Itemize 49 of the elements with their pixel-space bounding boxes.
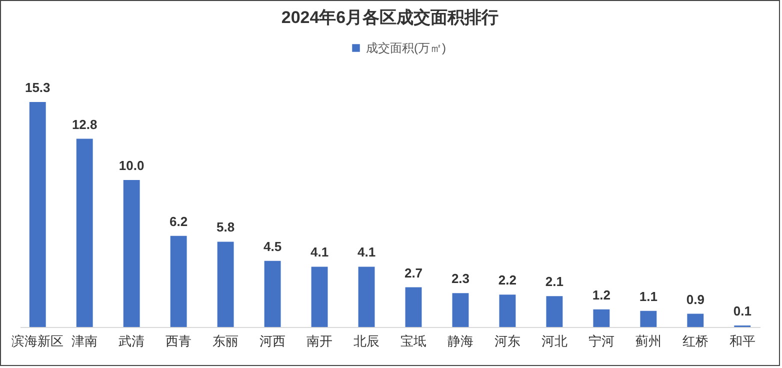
- data-label: 1.2: [592, 287, 610, 302]
- bar: [76, 138, 93, 327]
- data-label: 15.3: [24, 80, 50, 95]
- x-tick-label: 津南: [72, 334, 98, 348]
- bar: [405, 287, 422, 327]
- bar: [123, 180, 140, 327]
- bar: [217, 242, 234, 327]
- x-tick-label: 南开: [306, 334, 333, 348]
- x-tick-label: 北辰: [354, 334, 380, 348]
- data-label: 6.2: [170, 214, 188, 229]
- bar: [593, 309, 610, 327]
- legend-label: 成交面积(万㎡): [366, 41, 446, 55]
- data-label: 4.5: [264, 238, 282, 254]
- data-label: 2.3: [451, 271, 470, 286]
- x-tick-label: 静海: [447, 334, 474, 348]
- x-tick-label: 宁河: [588, 334, 614, 348]
- x-tick-label: 和平: [729, 334, 756, 348]
- data-label: 2.2: [498, 272, 516, 288]
- x-tick-label: 河东: [494, 334, 520, 348]
- bar: [29, 102, 46, 327]
- data-label: 12.8: [72, 116, 98, 132]
- x-tick-label: 红桥: [682, 334, 708, 348]
- data-label: 5.8: [216, 220, 235, 235]
- x-tick-label: 西青: [166, 334, 192, 348]
- bar: [499, 294, 516, 327]
- data-label: 2.1: [545, 274, 564, 290]
- x-tick-label: 河西: [260, 334, 286, 348]
- bar: [640, 310, 657, 327]
- data-label: 10.0: [118, 158, 144, 173]
- bar: [358, 266, 375, 327]
- x-tick-label: 蓟州: [635, 334, 662, 348]
- data-label: 4.1: [357, 244, 376, 260]
- bar: [170, 236, 187, 327]
- x-tick-label: 滨海新区: [12, 334, 64, 348]
- chart-title: 2024年6月各区成交面积排行: [281, 8, 499, 27]
- x-tick-label: 武清: [118, 334, 145, 348]
- bar: [546, 296, 563, 327]
- bar: [687, 314, 704, 327]
- data-label: 4.1: [310, 244, 329, 260]
- x-tick-label: 宝坻: [400, 334, 426, 348]
- x-tick-label: 河北: [541, 334, 568, 348]
- data-label: 0.1: [733, 304, 752, 319]
- bar: [311, 266, 328, 327]
- bar: [452, 293, 469, 327]
- x-tick-label: 东丽: [212, 334, 239, 348]
- data-label: 1.1: [639, 288, 658, 304]
- data-label: 2.7: [404, 265, 423, 280]
- bar: [264, 260, 281, 327]
- data-label: 0.9: [686, 292, 704, 307]
